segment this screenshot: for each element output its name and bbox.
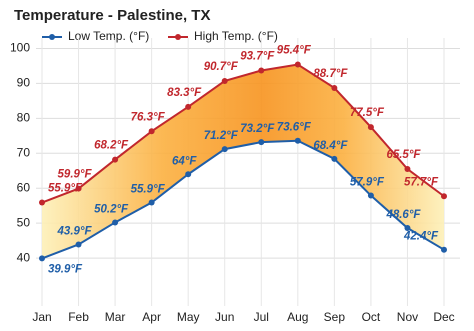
value-label: 48.6°F (385, 209, 421, 221)
x-tick-label: Sep (324, 310, 346, 324)
data-point (148, 199, 155, 206)
chart-title: Temperature - Palestine, TX (14, 7, 210, 24)
value-label: 95.4°F (277, 45, 312, 57)
data-point (185, 171, 192, 178)
y-tick-label: 90 (17, 76, 31, 90)
x-tick-label: Dec (433, 310, 454, 324)
data-point (258, 67, 265, 74)
x-tick-label: Mar (105, 310, 126, 324)
data-point (112, 219, 119, 226)
data-point (441, 246, 447, 253)
x-tick-label: Feb (68, 310, 89, 324)
value-label: 88.7°F (313, 68, 348, 80)
data-point (331, 84, 338, 91)
value-label: 57.7°F (404, 176, 439, 188)
x-tick-label: Apr (142, 310, 161, 324)
data-point (404, 225, 411, 232)
legend-label: Low Temp. (°F) (68, 29, 149, 43)
data-point (75, 185, 82, 192)
x-tick-label: Jan (32, 310, 51, 324)
value-label: 68.4°F (313, 140, 348, 152)
y-tick-label: 80 (17, 111, 31, 125)
x-tick-label: Nov (397, 310, 418, 324)
value-label: 64°F (172, 155, 197, 167)
data-point (221, 77, 228, 84)
value-label: 76.3°F (131, 111, 166, 123)
data-point (294, 61, 301, 68)
series-line (41, 63, 445, 204)
data-point (294, 137, 301, 144)
x-tick-label: Oct (362, 310, 381, 324)
range-band (42, 64, 444, 259)
value-label: 59.9°F (58, 169, 93, 181)
value-label: 71.2°F (204, 130, 239, 142)
value-label: 73.6°F (277, 122, 312, 134)
y-tick-label: 40 (17, 250, 31, 264)
legend-label: High Temp. (°F) (194, 29, 278, 43)
legend-swatch (49, 34, 55, 40)
value-label: 42.4°F (403, 231, 439, 243)
y-tick-label: 60 (17, 180, 31, 194)
value-label: 65.5°F (386, 149, 421, 161)
data-point (39, 255, 45, 262)
data-point (112, 156, 119, 163)
value-label: 68.2°F (94, 140, 129, 152)
data-point (441, 193, 447, 200)
legend-swatch (175, 34, 181, 40)
data-point (148, 128, 155, 135)
value-label: 83.3°F (167, 87, 202, 99)
value-label: 55.9°F (48, 183, 83, 195)
series-line (41, 139, 445, 260)
x-tick-label: May (177, 310, 200, 324)
value-label: 43.9°F (57, 225, 93, 237)
value-label: 73.2°F (240, 123, 275, 135)
value-label: 90.7°F (204, 61, 239, 73)
value-label: 55.9°F (131, 184, 166, 196)
data-point (39, 199, 45, 206)
value-label: 77.5°F (350, 107, 385, 119)
data-point (75, 241, 82, 248)
data-point (331, 155, 338, 162)
data-point (258, 139, 265, 146)
value-label: 93.7°F (240, 51, 275, 63)
value-label: 50.2°F (94, 203, 129, 215)
data-point (404, 166, 411, 172)
x-tick-label: Jul (254, 310, 269, 324)
data-point (185, 103, 192, 110)
y-tick-label: 100 (10, 41, 30, 55)
value-label: 39.9°F (48, 263, 83, 275)
y-tick-label: 70 (17, 145, 31, 159)
legend: Low Temp. (°F) High Temp. (°F) (42, 29, 278, 43)
x-tick-label: Aug (287, 310, 308, 324)
x-tick-label: Jun (215, 310, 234, 324)
value-label: 57.9°F (350, 177, 385, 189)
y-tick-label: 50 (17, 215, 31, 229)
data-point (367, 124, 374, 131)
data-point (221, 146, 228, 153)
data-point (367, 192, 374, 199)
